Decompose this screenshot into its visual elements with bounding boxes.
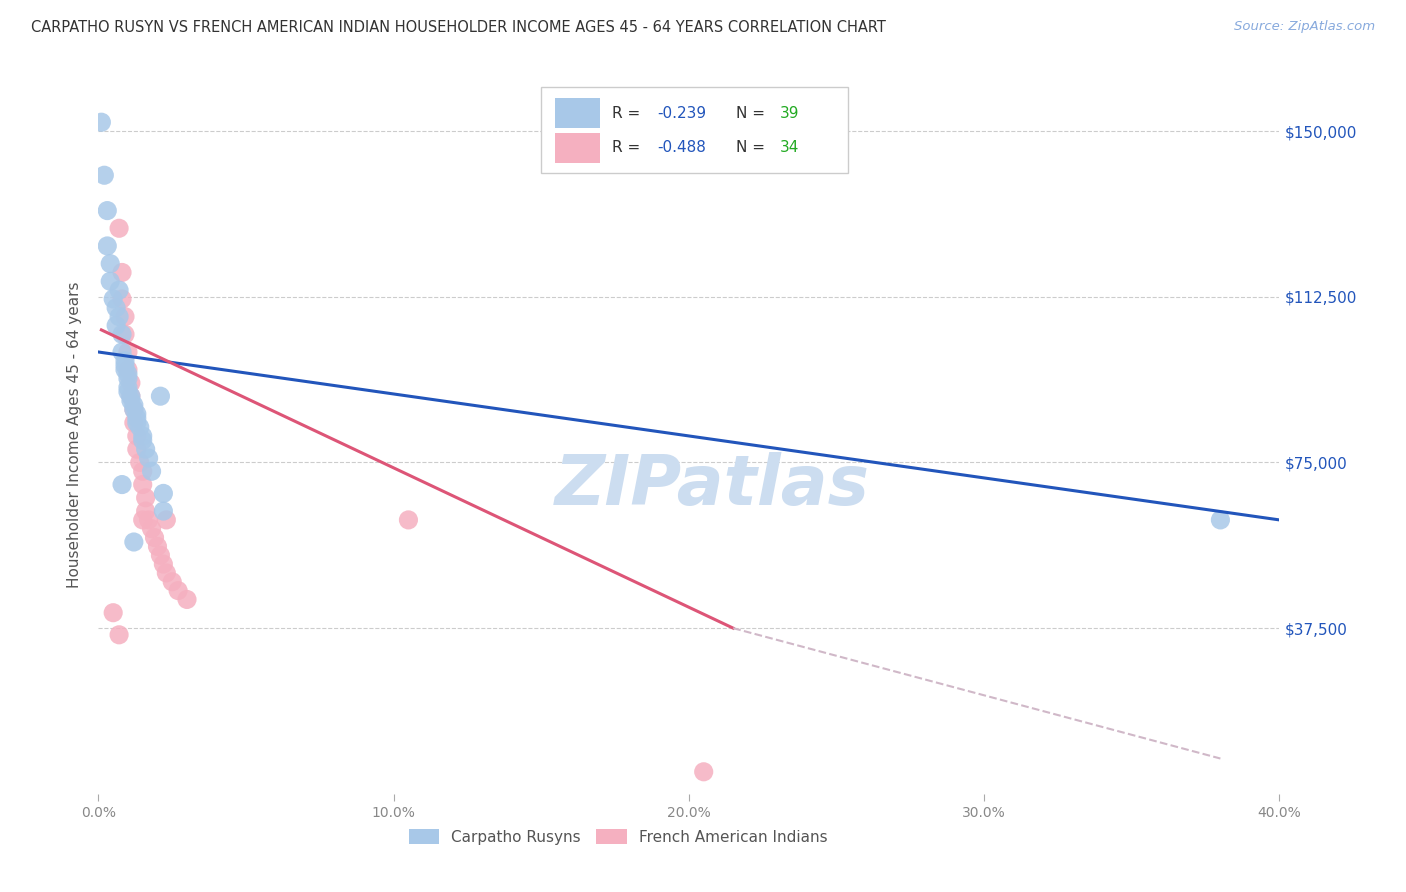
Point [138, 513, 160, 527]
Text: 39: 39 [780, 105, 800, 120]
Point [103, 606, 125, 620]
Point [120, 376, 142, 390]
Point [152, 504, 174, 518]
Point [122, 535, 145, 549]
Legend: Carpatho Rusyns, French American Indians: Carpatho Rusyns, French American Indians [402, 822, 834, 851]
Point [108, 310, 131, 324]
Point [135, 442, 157, 457]
Point [120, 389, 142, 403]
Point [117, 371, 139, 385]
Point [114, 358, 136, 372]
Point [98, 257, 121, 271]
Point [120, 393, 142, 408]
Text: -0.239: -0.239 [657, 105, 706, 120]
Point [1209, 513, 1232, 527]
Point [155, 513, 177, 527]
Text: -0.488: -0.488 [657, 140, 706, 155]
Point [143, 531, 166, 545]
Point [138, 451, 160, 466]
Point [141, 522, 163, 536]
Point [122, 402, 145, 417]
Point [122, 402, 145, 417]
Point [90, 115, 112, 129]
Point [152, 557, 174, 571]
Point [693, 764, 716, 779]
Point [93, 168, 115, 182]
Point [135, 504, 157, 518]
Point [111, 327, 134, 342]
Point [96, 203, 118, 218]
Point [146, 540, 169, 554]
Point [117, 345, 139, 359]
Point [132, 429, 155, 443]
Point [105, 318, 128, 333]
Text: R =: R = [612, 105, 645, 120]
Point [111, 292, 134, 306]
Point [117, 362, 139, 376]
Point [120, 389, 142, 403]
Point [117, 367, 139, 381]
Point [117, 384, 139, 399]
Point [125, 429, 148, 443]
Point [152, 486, 174, 500]
Bar [541, 87, 848, 173]
Point [162, 574, 183, 589]
Point [114, 362, 136, 376]
Bar [555, 133, 600, 162]
Text: N =: N = [737, 140, 770, 155]
Point [111, 477, 134, 491]
Point [135, 491, 157, 505]
Point [132, 513, 155, 527]
Point [108, 221, 131, 235]
Text: ZIPatlas: ZIPatlas [555, 451, 870, 518]
Text: R =: R = [612, 140, 645, 155]
Point [128, 420, 150, 434]
Point [132, 477, 155, 491]
Point [108, 283, 131, 297]
Y-axis label: Householder Income Ages 45 - 64 years: Householder Income Ages 45 - 64 years [67, 282, 83, 588]
Point [149, 389, 172, 403]
Point [176, 592, 198, 607]
Text: 34: 34 [780, 140, 799, 155]
Point [128, 455, 150, 469]
Point [114, 327, 136, 342]
Point [149, 548, 172, 562]
Point [98, 274, 121, 288]
Point [114, 310, 136, 324]
Point [141, 464, 163, 478]
Text: N =: N = [737, 105, 770, 120]
Point [125, 411, 148, 425]
Point [114, 354, 136, 368]
Point [122, 398, 145, 412]
Point [125, 442, 148, 457]
Point [108, 628, 131, 642]
Point [132, 434, 155, 448]
Point [117, 380, 139, 394]
Point [125, 416, 148, 430]
Point [132, 464, 155, 478]
Point [155, 566, 177, 580]
Point [122, 416, 145, 430]
Point [111, 265, 134, 279]
Bar [555, 98, 600, 128]
Text: Source: ZipAtlas.com: Source: ZipAtlas.com [1234, 20, 1375, 33]
Text: CARPATHO RUSYN VS FRENCH AMERICAN INDIAN HOUSEHOLDER INCOME AGES 45 - 64 YEARS C: CARPATHO RUSYN VS FRENCH AMERICAN INDIAN… [31, 20, 886, 35]
Point [111, 345, 134, 359]
Point [167, 583, 190, 598]
Point [103, 292, 125, 306]
Point [105, 301, 128, 315]
Point [96, 239, 118, 253]
Point [125, 407, 148, 421]
Point [398, 513, 420, 527]
